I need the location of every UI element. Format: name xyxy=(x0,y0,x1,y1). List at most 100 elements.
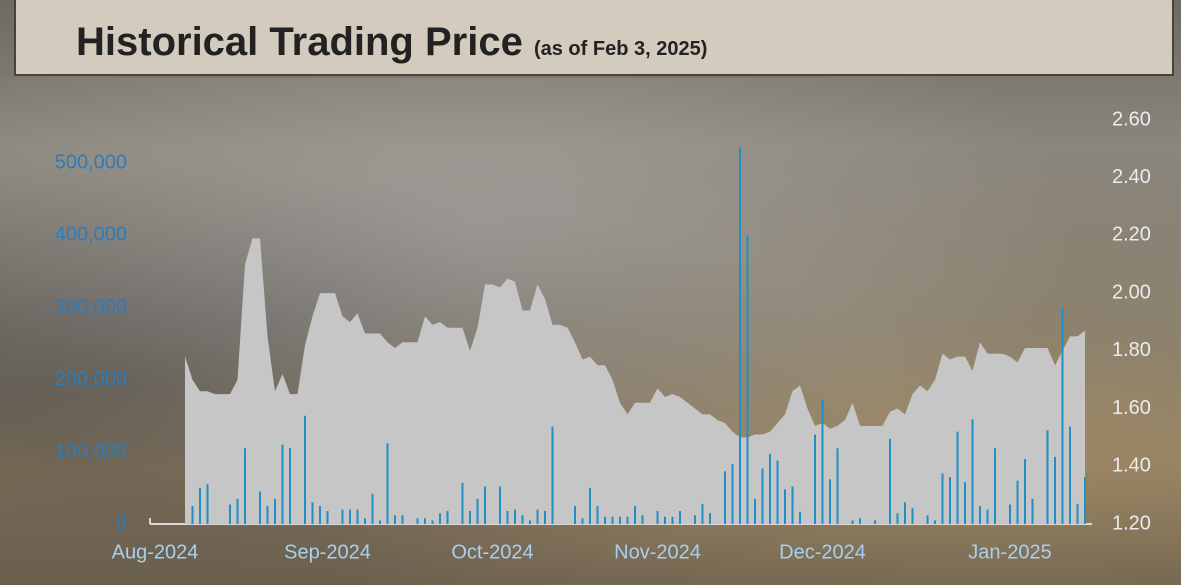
volume-bar xyxy=(746,235,749,524)
x-tick-label: Jan-2025 xyxy=(968,541,1051,563)
volume-bar xyxy=(281,444,284,524)
volume-bar xyxy=(1054,456,1056,524)
volume-bar xyxy=(364,518,366,524)
volume-bar xyxy=(634,505,636,524)
volume-bar xyxy=(431,520,434,524)
volume-bar xyxy=(596,505,599,524)
volume-bar xyxy=(514,509,516,524)
volume-bar xyxy=(349,509,351,524)
volume-bar xyxy=(799,511,801,524)
volume-bar xyxy=(476,498,479,524)
volume-bar xyxy=(1009,504,1011,524)
volume-bar xyxy=(694,515,696,524)
y-tick-label: 100,000 xyxy=(55,440,127,462)
volume-bar xyxy=(401,515,404,524)
y2-tick-label: 1.40 xyxy=(1112,455,1151,477)
volume-bar xyxy=(656,511,659,524)
volume-bar xyxy=(589,487,591,524)
volume-bar xyxy=(814,434,816,524)
chart-title: Historical Trading Price xyxy=(76,20,523,64)
volume-bar xyxy=(949,477,951,524)
x-tick-label: Oct-2024 xyxy=(451,541,533,563)
volume-bar xyxy=(484,486,486,524)
volume-bar xyxy=(641,515,644,524)
volume-bar xyxy=(581,518,584,524)
header-band: Historical Trading Price (as of Feb 3, 2… xyxy=(14,0,1174,76)
volume-bar xyxy=(529,520,531,524)
volume-bar xyxy=(551,426,554,524)
volume-bar xyxy=(1031,498,1034,524)
y-tick-label: 500,000 xyxy=(55,152,127,174)
y2-tick-label: 2.60 xyxy=(1112,108,1151,130)
volume-bar xyxy=(461,482,464,524)
volume-bar xyxy=(769,454,771,524)
volume-bar xyxy=(416,518,419,524)
volume-bar xyxy=(341,509,344,524)
volume-bar xyxy=(1016,480,1019,524)
volume-bar xyxy=(739,147,741,524)
volume-bar xyxy=(1061,307,1064,524)
volume-bar xyxy=(259,491,261,524)
volume-bar xyxy=(356,509,359,524)
volume-bar xyxy=(326,511,329,524)
volume-bar xyxy=(776,460,779,524)
volume-bar xyxy=(701,503,704,524)
volume-bar xyxy=(821,399,824,524)
volume-bar xyxy=(499,486,501,524)
volume-bar xyxy=(731,464,734,524)
volume-bar xyxy=(536,509,539,524)
volume-bar xyxy=(379,520,381,524)
x-tick-label: Aug-2024 xyxy=(112,541,199,563)
y-tick-label: 200,000 xyxy=(55,368,127,390)
volume-bar xyxy=(986,509,989,524)
x-tick-label: Dec-2024 xyxy=(779,541,866,563)
volume-bar xyxy=(274,498,276,524)
volume-bar xyxy=(874,520,876,524)
volume-bar xyxy=(506,511,509,524)
volume-bar xyxy=(394,515,396,524)
volume-bar xyxy=(236,498,239,524)
volume-bar xyxy=(709,513,711,524)
y2-tick-label: 2.20 xyxy=(1112,224,1151,246)
volume-bar xyxy=(791,486,794,524)
volume-bar xyxy=(544,511,546,524)
volume-bar xyxy=(904,502,906,524)
y2-tick-label: 1.80 xyxy=(1112,339,1151,361)
volume-bar xyxy=(1046,430,1049,524)
volume-bar xyxy=(829,479,831,524)
volume-bar xyxy=(371,493,374,524)
title-row: Historical Trading Price (as of Feb 3, 2… xyxy=(76,20,707,65)
y2-tick-label: 1.60 xyxy=(1112,397,1151,419)
volume-bar xyxy=(574,505,576,524)
volume-bar xyxy=(836,448,839,524)
y-tick-label: 0 xyxy=(116,512,127,534)
y2-tick-label: 2.40 xyxy=(1112,166,1151,188)
volume-bar xyxy=(664,516,666,524)
volume-bar xyxy=(289,448,291,524)
volume-bar xyxy=(926,515,929,524)
volume-bar xyxy=(761,468,764,524)
volume-bar xyxy=(446,511,449,524)
x-tick-label: Nov-2024 xyxy=(614,541,701,563)
y-tick-label: 400,000 xyxy=(55,224,127,246)
volume-bar xyxy=(1024,459,1026,524)
volume-bar xyxy=(191,505,194,524)
volume-bar xyxy=(439,513,441,524)
volume-bar xyxy=(754,498,756,524)
y2-tick-label: 2.00 xyxy=(1112,281,1151,303)
volume-bar xyxy=(896,513,899,524)
volume-bar xyxy=(724,471,726,524)
volume-bar xyxy=(319,505,321,524)
volume-bar xyxy=(1069,426,1071,524)
volume-bar xyxy=(941,473,944,524)
volume-bar xyxy=(469,511,471,524)
volume-bar xyxy=(311,502,314,524)
volume-bar xyxy=(199,487,201,524)
volume-bar xyxy=(964,482,966,524)
volume-bar xyxy=(604,516,606,524)
volume-bar xyxy=(911,508,914,524)
volume-bar xyxy=(386,443,389,524)
volume-bar xyxy=(206,484,209,524)
volume-bar xyxy=(979,505,981,524)
